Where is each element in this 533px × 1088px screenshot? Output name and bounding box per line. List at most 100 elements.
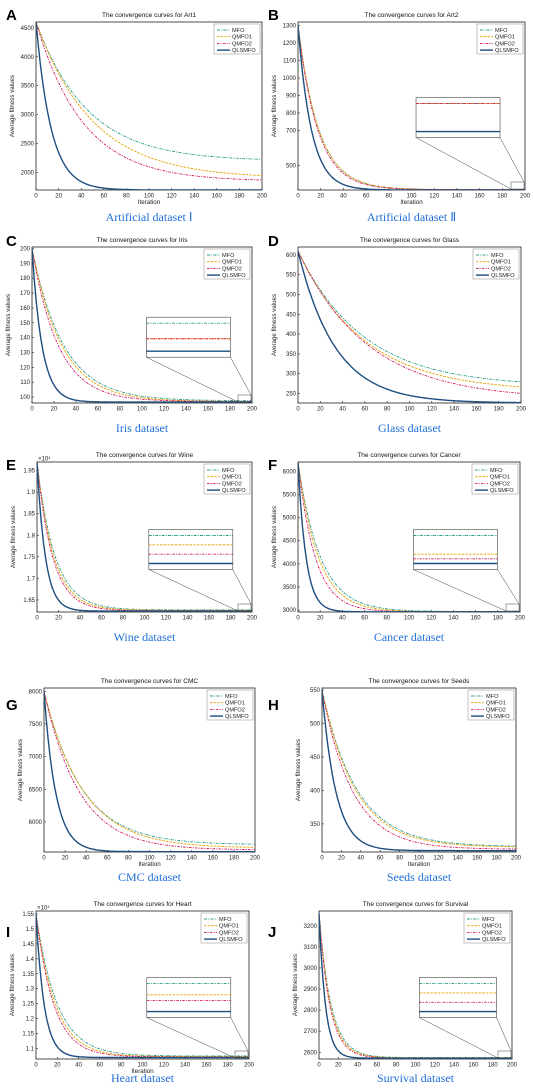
y-tick-label: 130: [20, 350, 31, 356]
x-tick-label: 80: [396, 856, 403, 862]
x-tick-label: 40: [83, 856, 90, 862]
y-tick-label: 3500: [283, 585, 297, 591]
x-tick-label: 180: [497, 194, 508, 200]
chart-title: The convergence curves for CMC: [101, 678, 198, 685]
chart-title: The convergence curves for Cancer: [357, 452, 461, 459]
y-tick-label: 350: [310, 822, 321, 828]
series-line-mfo: [32, 248, 252, 402]
panel-caption: Artificial dataset Ⅱ: [367, 210, 456, 224]
legend-label-qmfo2: QMFO2: [490, 481, 510, 487]
x-tick-label: 160: [204, 616, 215, 622]
y-tick-label: 190: [20, 261, 31, 267]
legend-label-mfo: MFO: [482, 917, 495, 923]
x-tick-label: 40: [78, 194, 85, 200]
series-line-qlsmfo: [37, 462, 252, 612]
y-axis-label: Average fitness values: [295, 739, 302, 801]
y-axis-label: Average fitness values: [5, 294, 12, 356]
x-tick-label: 40: [73, 407, 80, 413]
y-tick-label: 400: [310, 788, 321, 794]
x-tick-label: 0: [30, 407, 34, 413]
x-tick-label: 120: [433, 856, 444, 862]
x-tick-label: 80: [118, 1063, 125, 1069]
y-tick-label: 180: [20, 276, 31, 282]
y-tick-label: 1.3: [26, 987, 35, 993]
x-tick-label: 180: [225, 616, 236, 622]
panel-caption: CMC dataset: [118, 870, 182, 884]
x-axis-label: Iteration: [138, 199, 161, 206]
legend-label-qmfo2: QMFO2: [486, 707, 506, 713]
series-line-qmfo1: [322, 689, 516, 848]
x-tick-label: 20: [338, 856, 345, 862]
x-tick-label: 160: [201, 1063, 212, 1069]
x-tick-label: 140: [449, 1063, 460, 1069]
y-tick-label: 1.55: [22, 912, 34, 918]
x-tick-label: 60: [95, 407, 102, 413]
zoom-region-box: [497, 1050, 512, 1059]
y-tick-label: 900: [286, 94, 297, 100]
chart-title: The convergence curves for Wine: [96, 452, 194, 459]
x-tick-label: 80: [385, 194, 392, 200]
y-tick-label: 800: [286, 111, 297, 117]
chart-panel-f: F The convergence curves for Cancer 0 20 40 6…: [268, 452, 526, 644]
x-tick-label: 180: [492, 856, 503, 862]
legend-label-mfo: MFO: [225, 694, 238, 700]
chart-panel-g: G The convergence curves for CMC 0 20 40 60 80…: [6, 678, 261, 884]
zoom-region-box: [234, 1050, 249, 1059]
zoom-connector: [230, 357, 252, 396]
panel-caption: Heart dataset: [111, 1071, 175, 1085]
x-tick-label: 80: [393, 1063, 400, 1069]
x-tick-label: 100: [139, 616, 150, 622]
series-line-qmfo2: [36, 913, 249, 1058]
legend-label-qlsmfo: QLSMFO: [232, 48, 256, 54]
zoom-connector: [148, 569, 239, 612]
panel-caption: Cancer dataset: [374, 630, 445, 644]
x-tick-label: 80: [125, 856, 132, 862]
series-line-mfo: [322, 689, 516, 847]
x-tick-label: 200: [244, 1063, 255, 1069]
x-tick-label: 120: [159, 407, 170, 413]
y-tick-label: 120: [20, 365, 31, 371]
legend-label-mfo: MFO: [232, 28, 245, 34]
x-axis-label: Iteration: [400, 199, 423, 206]
y-tick-label: 500: [286, 293, 297, 299]
y-tick-label: 2900: [304, 987, 318, 993]
x-tick-label: 100: [137, 1063, 148, 1069]
y-tick-label: 600: [286, 253, 297, 259]
x-tick-label: 200: [507, 1063, 518, 1069]
legend-box: [213, 23, 261, 55]
y-tick-label: 5500: [283, 492, 297, 498]
y-tick-label: 1.95: [23, 469, 35, 475]
y-tick-label: 1.45: [22, 942, 34, 948]
x-tick-label: 20: [55, 616, 62, 622]
series-line-qlsmfo: [32, 248, 252, 403]
y-tick-label: 7000: [29, 755, 43, 761]
legend-label-mfo: MFO: [222, 468, 235, 474]
legend-label-qmfo2: QMFO2: [491, 266, 511, 272]
zoom-connector: [419, 1017, 499, 1059]
y-tick-label: 2700: [304, 1029, 318, 1035]
x-tick-label: 0: [35, 616, 39, 622]
panel-caption: Artificial dataset Ⅰ: [106, 210, 193, 224]
x-tick-label: 180: [488, 1063, 499, 1069]
legend-label-qmfo1: QMFO1: [486, 701, 506, 707]
x-tick-label: 40: [354, 1063, 361, 1069]
y-tick-label: 6000: [283, 469, 297, 475]
x-tick-label: 200: [516, 407, 527, 413]
x-tick-label: 60: [377, 856, 384, 862]
zoom-connector: [497, 569, 520, 605]
x-tick-label: 140: [452, 194, 463, 200]
panel-letter: H: [268, 697, 279, 714]
y-tick-label: 8000: [29, 689, 43, 695]
x-tick-label: 60: [104, 856, 111, 862]
series-line-qlsmfo: [44, 691, 255, 852]
legend-label-qmfo2: QMFO2: [222, 266, 242, 272]
series-line-mfo: [37, 462, 252, 611]
x-axis-label: Iteration: [131, 1068, 154, 1075]
legend-label-qlsmfo: QLSMFO: [225, 714, 249, 720]
y-tick-label: 3000: [283, 608, 297, 614]
legend-label-qlsmfo: QLSMFO: [219, 937, 243, 943]
legend-label-mfo: MFO: [222, 253, 235, 259]
legend-label-qmfo1: QMFO1: [482, 924, 502, 930]
chart-title: The convergence curves for Seeds: [369, 678, 471, 685]
y-tick-label: 550: [310, 688, 321, 694]
